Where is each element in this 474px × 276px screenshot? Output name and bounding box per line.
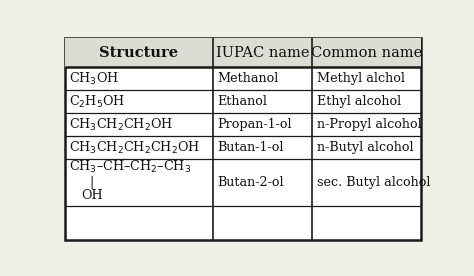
Text: Methyl alchol: Methyl alchol <box>317 72 405 85</box>
Text: Structure: Structure <box>99 46 178 60</box>
Text: Ethyl alcohol: Ethyl alcohol <box>317 95 401 108</box>
FancyBboxPatch shape <box>65 38 421 240</box>
Text: sec. Butyl alcohol: sec. Butyl alcohol <box>317 176 430 189</box>
Text: C$_2$H$_5$OH: C$_2$H$_5$OH <box>69 94 125 110</box>
Text: |: | <box>90 176 94 189</box>
Text: Common name: Common name <box>311 46 422 60</box>
Text: CH$_3$OH: CH$_3$OH <box>69 71 119 87</box>
Text: Butan-2-ol: Butan-2-ol <box>217 176 283 189</box>
Text: n-Propyl alcohol: n-Propyl alcohol <box>317 118 421 131</box>
Text: Butan-1-ol: Butan-1-ol <box>217 141 283 154</box>
Text: n-Butyl alcohol: n-Butyl alcohol <box>317 141 413 154</box>
Text: Ethanol: Ethanol <box>217 95 267 108</box>
Text: CH$_3$–CH–CH$_2$–CH$_3$: CH$_3$–CH–CH$_2$–CH$_3$ <box>69 159 191 175</box>
Text: CH$_3$CH$_2$CH$_2$OH: CH$_3$CH$_2$CH$_2$OH <box>69 116 173 132</box>
Text: IUPAC name: IUPAC name <box>216 46 309 60</box>
Text: OH: OH <box>81 189 103 202</box>
Text: Methanol: Methanol <box>217 72 278 85</box>
Text: Propan-1-ol: Propan-1-ol <box>217 118 292 131</box>
Text: CH$_3$CH$_2$CH$_2$CH$_2$OH: CH$_3$CH$_2$CH$_2$CH$_2$OH <box>69 139 200 155</box>
FancyBboxPatch shape <box>65 38 421 67</box>
